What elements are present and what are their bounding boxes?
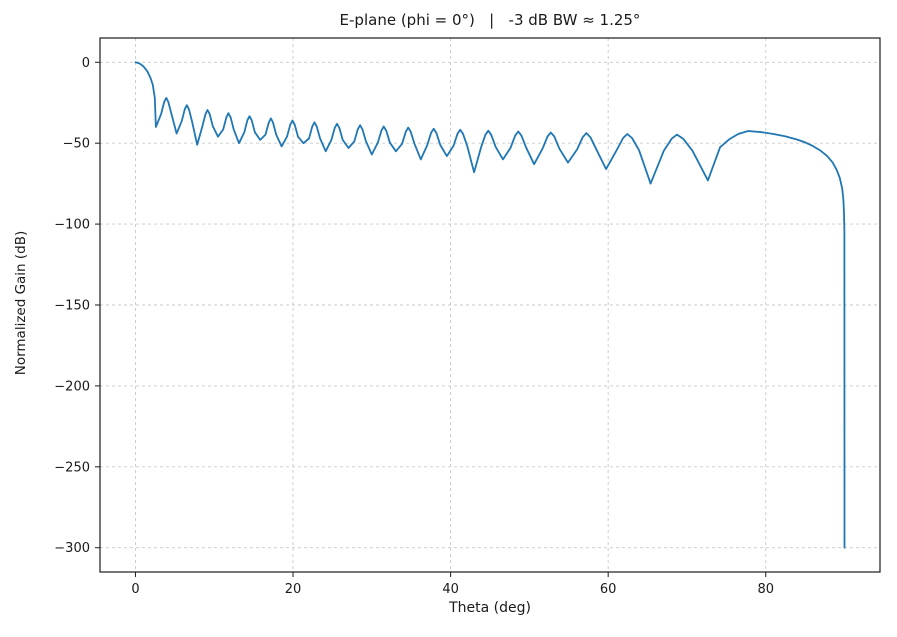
y-tick-label: −300 xyxy=(54,541,90,556)
y-tick-label: 0 xyxy=(82,56,90,71)
y-tick-label: −50 xyxy=(63,137,90,152)
gain-curve xyxy=(134,61,846,549)
x-tick-label: 80 xyxy=(757,582,774,597)
y-tick-label: −150 xyxy=(54,299,90,314)
y-axis-label: Normalized Gain (dB) xyxy=(13,230,29,376)
y-tick-label: −200 xyxy=(54,379,90,394)
x-tick-label: 0 xyxy=(131,582,139,597)
y-tick-label: −250 xyxy=(54,460,90,475)
y-tick-label: −100 xyxy=(54,218,90,233)
chart-title: E-plane (phi = 0°) | -3 dB BW ≈ 1.25° xyxy=(339,11,641,29)
x-tick-label: 40 xyxy=(442,582,459,597)
x-tick-label: 60 xyxy=(600,582,617,597)
x-axis-label: Theta (deg) xyxy=(449,600,531,616)
x-tick-label: 20 xyxy=(285,582,302,597)
